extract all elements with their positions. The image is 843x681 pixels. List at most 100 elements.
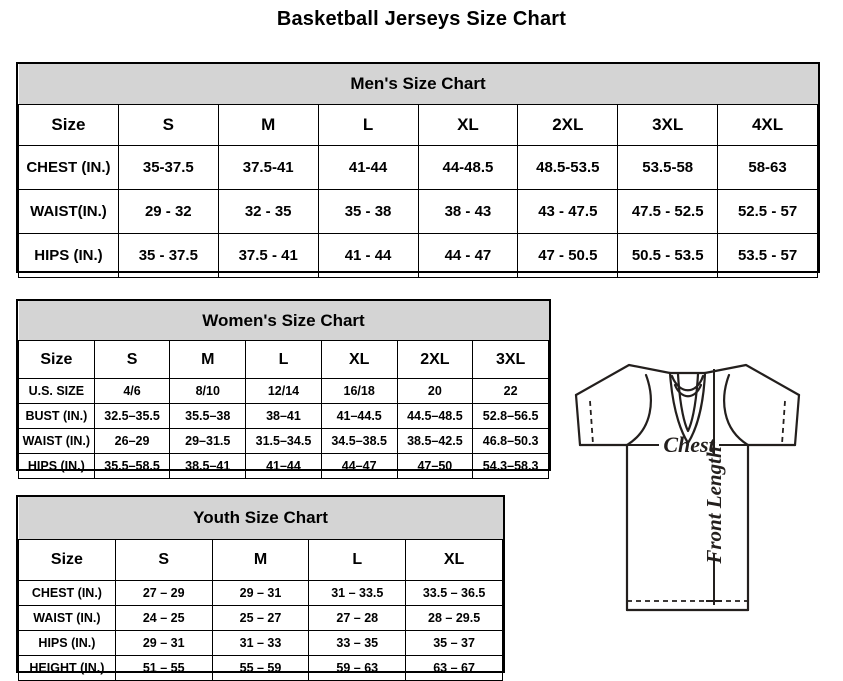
chest-label: Chest [663,432,715,457]
table-row: CHEST (IN.) 35-37.5 37.5-41 41-44 44-48.… [18,145,818,190]
column-header-s: S [93,340,171,379]
table-cell: 38.5–41 [169,453,247,479]
collar-curve-outer [670,374,705,392]
table-row: BUST (IN.) 32.5–35.5 35.5–38 38–41 41–44… [18,403,549,429]
column-header-xl: XL [405,539,503,581]
table-cell: 59 – 63 [308,655,407,681]
page-title: Basketball Jerseys Size Chart [276,8,567,30]
collar-curve-inner [673,383,703,398]
table-cell: 43 - 47.5 [517,189,619,234]
table-cell: 22 [472,378,549,404]
table-header-row: Size S M L XL [18,539,503,581]
table-cell: 29 – 31 [211,580,310,606]
table-cell: 52.5 - 57 [717,189,818,234]
v-neck-outer [668,371,707,445]
table-cell: 26–29 [93,428,171,454]
table-cell: 35 - 37.5 [117,233,219,278]
table-cell: 41–44.5 [320,403,398,429]
table-cell: 4/6 [93,378,171,404]
youth-band-cell: Youth Size Chart [18,497,503,540]
table-cell: 44–47 [320,453,398,479]
table-cell: 33 – 35 [308,630,407,656]
womens-chart-title: Women's Size Chart [202,310,365,330]
v-neck-inner [676,372,700,433]
table-row: U.S. SIZE 4/6 8/10 12/14 16/18 20 22 [18,378,549,404]
womens-band-cell: Women's Size Chart [18,301,549,341]
left-armhole-seam [625,373,652,447]
column-header-size: Size [18,340,95,379]
table-cell: 20 [396,378,474,404]
column-header-m: M [169,340,247,379]
table-cell: 8/10 [169,378,247,404]
column-header-xl: XL [320,340,398,379]
column-header-m: M [217,104,319,146]
table-header-row: Size S M L XL 2XL 3XL [18,340,549,379]
table-cell: 41-44 [317,145,419,190]
table-cell: 34.5–38.5 [320,428,398,454]
right-armhole-seam [723,373,750,447]
left-sleeve-stitch-dashed [589,400,594,445]
table-cell: 24 – 25 [114,605,213,631]
table-cell: 35-37.5 [117,145,219,190]
column-header-s: S [114,539,213,581]
table-cell: 46.8–50.3 [472,428,549,454]
youth-band-row: Youth Size Chart [18,497,503,540]
left-shoulder-line [574,363,672,397]
column-header-l: L [317,104,419,146]
row-label: WAIST(IN.) [18,189,119,234]
column-header-m: M [211,539,310,581]
row-label: HIPS (IN.) [18,233,119,278]
table-cell: 41 - 44 [317,233,419,278]
right-sleeve-stitch-dashed [781,400,786,445]
row-label: CHEST (IN.) [18,580,116,606]
table-row: WAIST (IN.) 26–29 29–31.5 31.5–34.5 34.5… [18,428,549,454]
table-cell: 33.5 – 36.5 [405,580,503,606]
table-cell: 53.5 - 57 [717,233,818,278]
mens-band-row: Men's Size Chart [18,64,818,105]
youth-size-chart: Youth Size Chart Size S M L XL CHEST (IN… [16,495,505,681]
mens-band-cell: Men's Size Chart [18,64,818,105]
jersey-diagram: Chest Front Length [533,343,843,643]
table-cell: 35.5–58.5 [93,453,171,479]
row-label: HIPS (IN.) [18,630,116,656]
table-cell: 47.5 - 52.5 [617,189,719,234]
womens-band-row: Women's Size Chart [18,301,549,341]
table-cell: 31.5–34.5 [245,428,322,454]
table-cell: 38 - 43 [417,189,519,234]
table-cell: 53.5-58 [617,145,719,190]
table-row: HIPS (IN.) 35 - 37.5 37.5 - 41 41 - 44 4… [18,233,818,278]
row-label: WAIST (IN.) [18,605,116,631]
table-cell: 31 – 33.5 [308,580,407,606]
table-row: HIPS (IN.) 35.5–58.5 38.5–41 41–44 44–47… [18,453,549,479]
table-cell: 29–31.5 [169,428,247,454]
table-cell: 12/14 [245,378,322,404]
column-header-3xl: 3XL [472,340,549,379]
table-row: HEIGHT (IN.) 51 – 55 55 – 59 59 – 63 63 … [18,655,503,681]
table-row: WAIST(IN.) 29 - 32 32 - 35 35 - 38 38 - … [18,189,818,234]
table-cell: 35 - 38 [317,189,419,234]
table-cell: 51 – 55 [114,655,213,681]
table-cell: 38–41 [245,403,322,429]
table-cell: 47 - 50.5 [517,233,619,278]
table-cell: 27 – 29 [114,580,213,606]
table-cell: 55 – 59 [211,655,310,681]
womens-size-table: Women's Size Chart Size S M L XL 2XL 3XL… [18,301,549,479]
table-cell: 37.5-41 [217,145,319,190]
right-shoulder-line [703,363,801,397]
table-cell: 32.5–35.5 [93,403,171,429]
youth-size-table: Youth Size Chart Size S M L XL CHEST (IN… [18,497,503,681]
row-label: U.S. SIZE [18,378,95,404]
right-sleeve-outer-edge [793,393,801,447]
table-cell: 35.5–38 [169,403,247,429]
column-header-s: S [117,104,219,146]
table-cell: 44-48.5 [417,145,519,190]
column-header-4xl: 4XL [717,104,818,146]
table-cell: 58-63 [717,145,818,190]
table-row: HIPS (IN.) 29 – 31 31 – 33 33 – 35 35 – … [18,630,503,656]
table-cell: 32 - 35 [217,189,319,234]
column-header-l: L [308,539,407,581]
column-header-3xl: 3XL [617,104,719,146]
table-cell: 31 – 33 [211,630,310,656]
table-cell: 35 – 37 [405,630,503,656]
youth-chart-title: Youth Size Chart [193,508,328,527]
